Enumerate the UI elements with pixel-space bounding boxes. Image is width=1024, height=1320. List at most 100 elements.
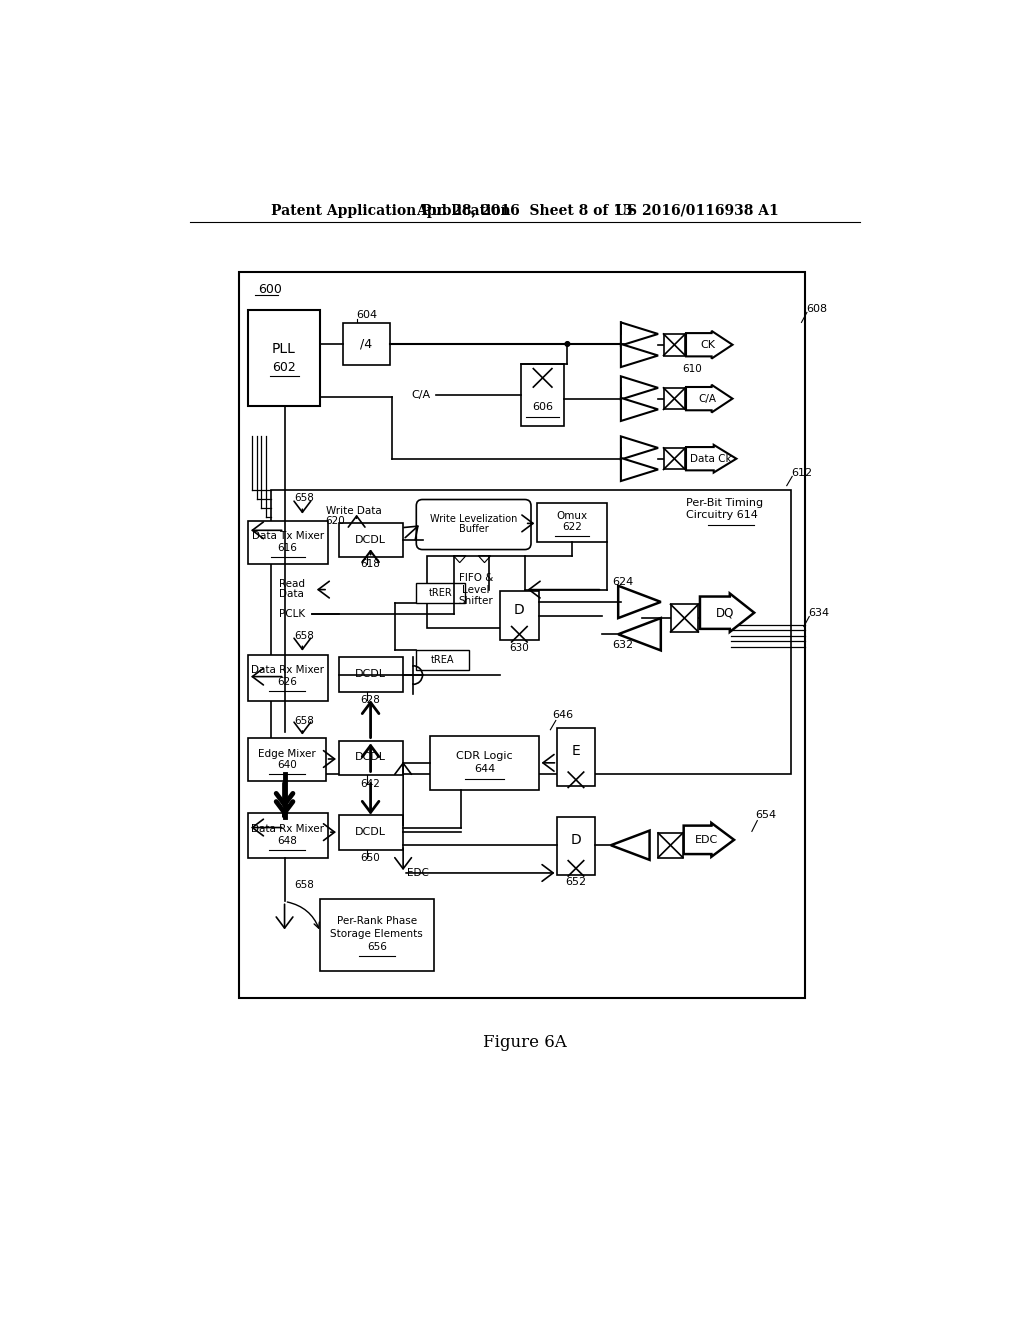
Text: 632: 632: [612, 640, 634, 649]
Text: 628: 628: [360, 694, 381, 705]
Bar: [658, 833, 683, 858]
FancyBboxPatch shape: [417, 499, 531, 549]
Bar: [557, 729, 595, 785]
Text: 624: 624: [612, 577, 634, 587]
Text: Data: Data: [280, 589, 304, 599]
Text: 658: 658: [295, 631, 314, 640]
Text: D: D: [570, 833, 582, 847]
Bar: [239, 272, 805, 998]
Text: 642: 642: [360, 779, 381, 788]
Bar: [321, 899, 434, 970]
Bar: [248, 521, 328, 564]
Text: tRER: tRER: [428, 589, 453, 598]
Text: 654: 654: [756, 810, 777, 820]
Bar: [417, 649, 469, 669]
Polygon shape: [621, 458, 658, 480]
Text: E: E: [571, 744, 581, 758]
Bar: [248, 655, 328, 701]
Text: C/A: C/A: [411, 389, 430, 400]
Text: C/A: C/A: [698, 393, 717, 404]
Text: Omux: Omux: [556, 511, 588, 521]
Text: Patent Application Publication: Patent Application Publication: [271, 203, 511, 218]
Polygon shape: [621, 376, 658, 400]
Text: Data Tx Mixer: Data Tx Mixer: [252, 532, 324, 541]
Text: Data Ck: Data Ck: [690, 454, 731, 463]
Text: 630: 630: [510, 643, 529, 653]
Bar: [343, 323, 390, 364]
Text: Figure 6A: Figure 6A: [483, 1034, 566, 1051]
Text: US 2016/0116938 A1: US 2016/0116938 A1: [615, 203, 779, 218]
Bar: [248, 738, 326, 780]
Bar: [248, 813, 328, 858]
Text: Buffer: Buffer: [459, 524, 488, 533]
Text: 618: 618: [360, 560, 381, 569]
Bar: [248, 310, 321, 407]
Text: 612: 612: [792, 467, 812, 478]
Bar: [430, 737, 539, 789]
Text: DCDL: DCDL: [355, 669, 386, 680]
Polygon shape: [618, 586, 660, 618]
Text: /4: /4: [359, 338, 372, 351]
Circle shape: [565, 342, 569, 346]
Text: 658: 658: [295, 715, 314, 726]
Polygon shape: [618, 618, 660, 651]
Bar: [664, 334, 685, 355]
Text: Circuitry 614: Circuitry 614: [686, 510, 758, 520]
Bar: [417, 583, 465, 603]
Text: EDC: EDC: [694, 834, 718, 845]
Bar: [664, 447, 685, 470]
Bar: [339, 523, 403, 557]
Text: 608: 608: [806, 304, 827, 314]
Polygon shape: [611, 830, 649, 859]
Text: tREA: tREA: [431, 655, 455, 665]
Text: 652: 652: [565, 878, 587, 887]
Bar: [664, 388, 685, 409]
Polygon shape: [686, 445, 736, 473]
Text: 646: 646: [552, 710, 573, 721]
Text: Per-Rank Phase: Per-Rank Phase: [337, 916, 417, 925]
Text: Shifter: Shifter: [459, 597, 494, 606]
Bar: [339, 657, 403, 692]
Text: 622: 622: [562, 523, 582, 532]
Text: 606: 606: [532, 403, 553, 412]
Text: 620: 620: [326, 516, 345, 527]
Bar: [671, 605, 698, 632]
Bar: [557, 817, 595, 874]
Text: 656: 656: [367, 942, 387, 952]
Text: Write Data: Write Data: [326, 506, 381, 516]
Text: 640: 640: [278, 760, 297, 770]
Polygon shape: [621, 345, 658, 367]
Text: 648: 648: [278, 836, 298, 846]
Text: Edge Mixer: Edge Mixer: [258, 748, 315, 759]
Bar: [521, 364, 564, 425]
Polygon shape: [686, 385, 732, 412]
Text: 616: 616: [278, 543, 298, 553]
Text: 604: 604: [356, 310, 378, 321]
Text: Write Levelization: Write Levelization: [430, 513, 517, 524]
Text: 658: 658: [295, 492, 314, 503]
Text: CDR Logic: CDR Logic: [456, 751, 513, 760]
Text: PCLK: PCLK: [280, 610, 305, 619]
Text: Per-Bit Timing: Per-Bit Timing: [686, 499, 763, 508]
Text: Data Rx Mixer: Data Rx Mixer: [251, 665, 325, 676]
Text: 634: 634: [809, 607, 829, 618]
Text: 626: 626: [278, 677, 298, 686]
Text: PLL: PLL: [271, 342, 296, 355]
Text: FIFO &: FIFO &: [459, 573, 494, 583]
Bar: [339, 816, 403, 850]
Text: Read: Read: [280, 579, 305, 589]
Text: CK: CK: [700, 339, 715, 350]
Bar: [271, 490, 791, 775]
Text: EDC: EDC: [407, 869, 429, 878]
Polygon shape: [686, 331, 732, 359]
Text: Level: Level: [462, 585, 489, 594]
Polygon shape: [684, 822, 734, 857]
Polygon shape: [621, 437, 658, 459]
Text: DCDL: DCDL: [355, 828, 386, 837]
Text: D: D: [514, 603, 524, 616]
Text: DCDL: DCDL: [355, 752, 386, 763]
Text: 610: 610: [682, 364, 702, 375]
Polygon shape: [621, 397, 658, 421]
Bar: [339, 741, 403, 775]
Polygon shape: [700, 594, 755, 632]
